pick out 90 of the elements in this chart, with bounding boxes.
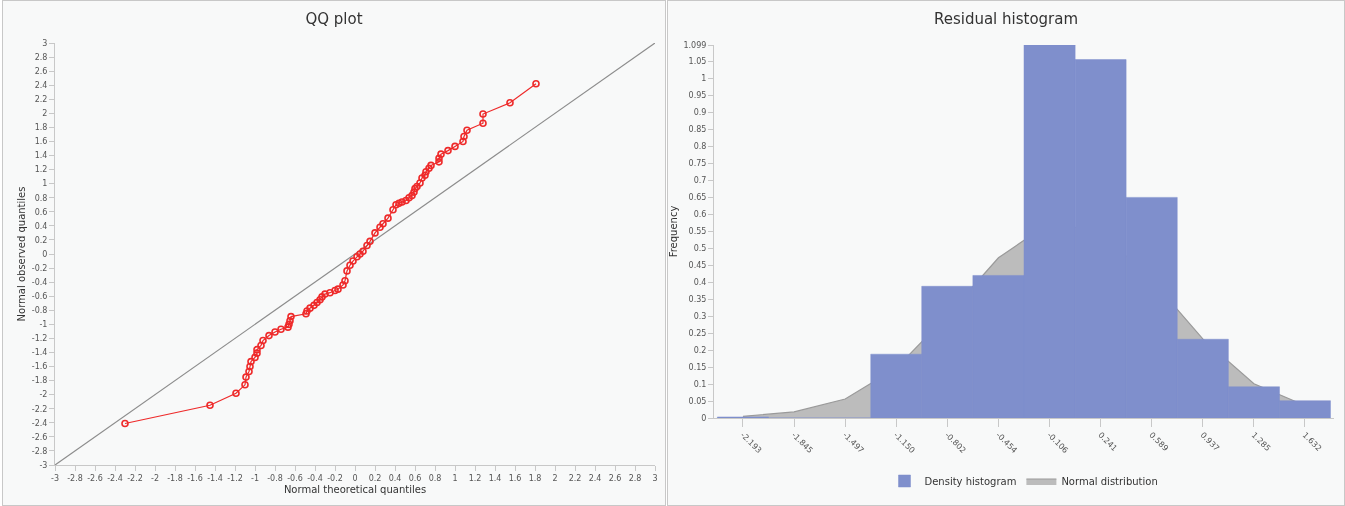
x-tick-label: -0.8 xyxy=(267,473,283,483)
y-tick-label: 0 xyxy=(701,413,707,423)
y-tick-label: 0.6 xyxy=(34,207,48,217)
y-tick-label: 0.45 xyxy=(688,261,707,271)
x-tick-label: -1.6 xyxy=(187,473,203,483)
chart-title: Residual histogram xyxy=(933,10,1079,29)
y-tick-label: 0.4 xyxy=(34,221,48,231)
x-tick-label: 1.8 xyxy=(528,473,542,483)
y-tick-label: 0.25 xyxy=(688,328,707,338)
y-tick-label: 0.55 xyxy=(688,227,707,237)
x-tick-label: 1.4 xyxy=(488,473,502,483)
y-tick-label: 0.3 xyxy=(693,311,707,321)
y-tick-label: 0.8 xyxy=(693,142,707,152)
x-tick-label: 2 xyxy=(552,473,558,483)
y-tick-label: 0.2 xyxy=(693,345,707,355)
x-tick-label: 0.8 xyxy=(428,473,442,483)
y-tick-label: -1.4 xyxy=(31,348,48,358)
x-tick-label: -1.2 xyxy=(227,473,243,483)
x-tick-label: 2.2 xyxy=(568,473,582,483)
x-tick-label: -2.2 xyxy=(127,473,143,483)
y-tick-label: 0.05 xyxy=(688,396,707,406)
x-tick-label: 1.2 xyxy=(468,473,482,483)
y-tick-label: 0.2 xyxy=(34,235,48,245)
y-tick-label: 0.15 xyxy=(688,362,707,372)
y-tick-label: 1.099 xyxy=(683,40,707,50)
y-tick-label: -0.6 xyxy=(31,292,48,301)
y-tick-label: -0.8 xyxy=(31,306,48,316)
y-tick-label: 0.65 xyxy=(688,193,707,203)
y-tick-label: 1 xyxy=(42,179,48,189)
x-tick-label: 1.6 xyxy=(508,473,522,483)
y-tick-label: 0.5 xyxy=(693,244,707,254)
legend-label: Density histogram xyxy=(924,475,1017,487)
y-tick-label: 3 xyxy=(42,38,48,48)
x-tick-label: -2.8 xyxy=(67,473,83,483)
x-tick-label: 0 xyxy=(352,473,358,483)
y-tick-label: 0 xyxy=(42,249,48,259)
x-tick-label: 2.4 xyxy=(588,473,602,483)
y-tick-label: 1.2 xyxy=(34,165,48,175)
y-tick-label: 0.75 xyxy=(688,159,707,169)
x-tick-label: 0.6 xyxy=(408,473,422,483)
y-tick-label: 0.95 xyxy=(688,91,707,101)
x-tick-label: 0.4 xyxy=(388,473,402,483)
y-tick-label: 1.8 xyxy=(34,123,48,133)
y-tick-label: -2 xyxy=(39,390,48,400)
y-tick-label: 0.9 xyxy=(693,108,707,118)
y-tick-label: 2.8 xyxy=(34,52,48,62)
x-tick-label: -0.6 xyxy=(287,473,303,483)
y-tick-label: 1 xyxy=(701,74,707,84)
y-tick-label: 2 xyxy=(42,109,48,119)
x-tick-label: 2.8 xyxy=(628,473,642,483)
x-tick-label: 1 xyxy=(452,473,458,483)
y-axis-title: Frequency xyxy=(668,205,679,258)
x-tick-label: -2.6 xyxy=(87,473,103,483)
y-tick-label: -2.4 xyxy=(31,418,48,428)
x-tick-label: -1 xyxy=(251,473,259,483)
y-tick-label: 0.1 xyxy=(693,379,707,389)
x-tick-label: -0.4 xyxy=(307,473,323,483)
y-tick-label: -1 xyxy=(39,320,48,330)
y-tick-label: 0.85 xyxy=(688,125,707,135)
y-tick-label: -0.2 xyxy=(31,263,48,273)
y-tick-label: -0.4 xyxy=(31,277,48,287)
x-tick-label: -2 xyxy=(151,473,159,483)
legend-label: Normal distribution xyxy=(1061,475,1158,487)
y-tick-label: 1.4 xyxy=(34,151,48,161)
x-tick-label: 3 xyxy=(652,473,658,483)
y-tick-label: -2.2 xyxy=(31,404,48,414)
y-tick-label: 2.2 xyxy=(34,95,48,105)
chart-title: QQ plot xyxy=(305,10,363,29)
y-tick-label: 0.7 xyxy=(693,176,707,186)
y-tick-label: 0.6 xyxy=(693,210,707,220)
y-tick-label: -3 xyxy=(39,460,48,470)
y-tick-label: 1.6 xyxy=(34,137,48,147)
x-tick-label: -2.4 xyxy=(107,473,123,483)
x-tick-label: -3 xyxy=(51,473,59,483)
y-tick-label: 2.6 xyxy=(34,66,48,76)
x-tick-label: -0.2 xyxy=(327,473,343,483)
y-tick-label: 0.8 xyxy=(34,193,48,203)
y-tick-label: 2.4 xyxy=(34,81,48,90)
y-tick-label: 0.4 xyxy=(693,278,707,288)
x-axis-title: Normal theoretical quantiles xyxy=(283,484,427,496)
x-tick-label: -1.8 xyxy=(167,473,183,483)
x-tick-label: 0.2 xyxy=(368,473,382,483)
x-tick-label: 2.6 xyxy=(608,473,622,483)
y-tick-label: -1.2 xyxy=(31,334,48,344)
x-tick-label: -1.4 xyxy=(207,473,223,483)
y-tick-label: 0.35 xyxy=(688,295,707,305)
y-tick-label: -1.8 xyxy=(31,376,48,386)
y-tick-label: 1.05 xyxy=(688,57,707,67)
y-axis-title: Normal observed quantiles xyxy=(15,186,27,322)
y-tick-label: -1.6 xyxy=(31,362,48,372)
